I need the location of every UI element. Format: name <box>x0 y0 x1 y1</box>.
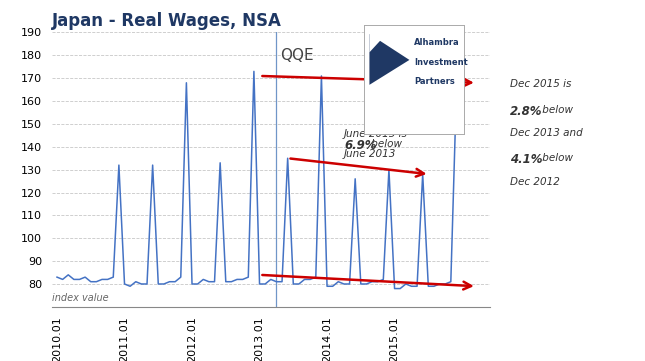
Polygon shape <box>370 34 410 85</box>
Text: June 2013: June 2013 <box>344 149 396 159</box>
Text: Dec 2013 and: Dec 2013 and <box>510 128 582 138</box>
Text: below: below <box>539 153 573 164</box>
Text: Japan - Real Wages, NSA: Japan - Real Wages, NSA <box>52 12 281 30</box>
Text: 6.9%: 6.9% <box>344 139 377 152</box>
Text: Dec 2012: Dec 2012 <box>510 177 559 187</box>
Text: QQE: QQE <box>280 48 313 64</box>
Text: Partners: Partners <box>414 77 455 86</box>
Text: index value: index value <box>52 293 108 303</box>
Text: Investment: Investment <box>414 58 468 67</box>
Text: below: below <box>368 139 402 149</box>
Text: June 2015 is: June 2015 is <box>344 129 408 139</box>
Text: 2.8%: 2.8% <box>510 105 542 118</box>
Text: Dec 2015 is: Dec 2015 is <box>510 79 571 90</box>
Polygon shape <box>370 34 386 52</box>
Text: Alhambra: Alhambra <box>414 38 460 47</box>
Text: below: below <box>539 105 573 115</box>
Text: 4.1%: 4.1% <box>510 153 542 166</box>
